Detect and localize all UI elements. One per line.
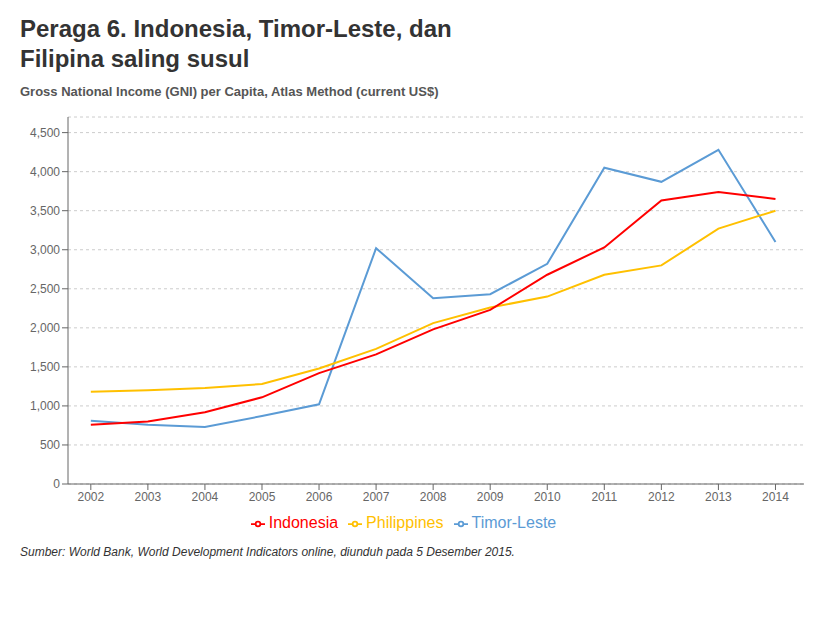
svg-text:2,500: 2,500 <box>30 282 60 296</box>
svg-text:2004: 2004 <box>192 490 219 504</box>
html-text:Philippines: Philippines <box>366 514 444 531</box>
html-text:Peraga 6. Indonesia, Timor-Les: Peraga 6. Indonesia, Timor-Leste, dan <box>20 15 452 42</box>
svg-text:2005: 2005 <box>249 490 276 504</box>
html-text:Gross National Income (GNI) pe: Gross National Income (GNI) per Capita, … <box>20 84 439 99</box>
svg-text:4,500: 4,500 <box>30 126 60 140</box>
svg-text:2007: 2007 <box>363 490 390 504</box>
svg-text:3,000: 3,000 <box>30 243 60 257</box>
svg-text:2009: 2009 <box>477 490 504 504</box>
html-text:Indonesia: Indonesia <box>268 514 339 531</box>
svg-text:2011: 2011 <box>591 490 617 504</box>
svg-text:2014: 2014 <box>762 490 789 504</box>
html-text:Sumber: World Bank, World Deve: Sumber: World Bank, World Development In… <box>20 545 515 559</box>
svg-text:2003: 2003 <box>135 490 162 504</box>
svg-text:1,500: 1,500 <box>30 360 60 374</box>
svg-text:1,000: 1,000 <box>30 399 60 413</box>
html-text:Filipina saling susul: Filipina saling susul <box>20 45 250 72</box>
svg-text:2012: 2012 <box>648 490 675 504</box>
svg-text:2006: 2006 <box>306 490 333 504</box>
svg-text:3,500: 3,500 <box>30 204 60 218</box>
svg-text:4,000: 4,000 <box>30 165 60 179</box>
svg-text:2008: 2008 <box>420 490 447 504</box>
svg-text:2002: 2002 <box>77 490 104 504</box>
svg-text:2013: 2013 <box>705 490 732 504</box>
svg-text:2,000: 2,000 <box>30 321 60 335</box>
svg-text:500: 500 <box>40 438 60 452</box>
html-text:Timor-Leste: Timor-Leste <box>471 514 557 531</box>
svg-text:2010: 2010 <box>534 490 561 504</box>
svg-text:0: 0 <box>53 477 60 491</box>
